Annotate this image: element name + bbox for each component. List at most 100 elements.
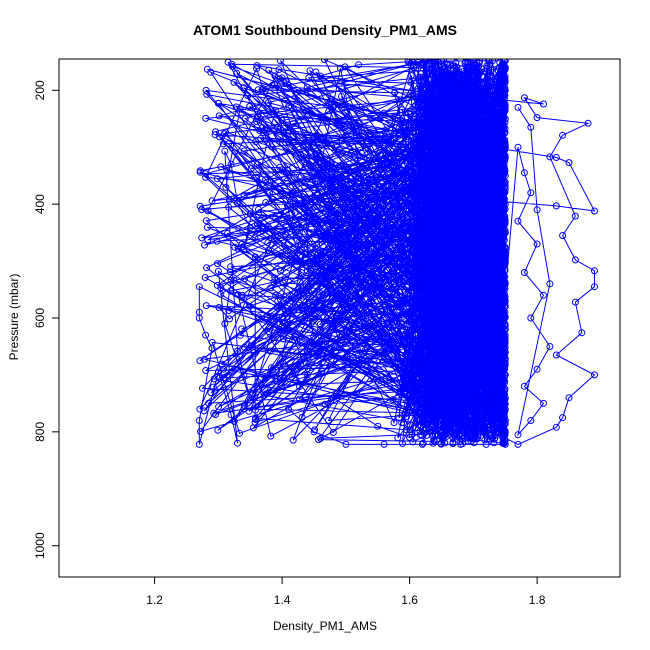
data-point bbox=[429, 391, 437, 399]
data-point bbox=[289, 120, 297, 128]
data-point bbox=[456, 437, 464, 445]
data-point bbox=[355, 360, 363, 367]
data-point bbox=[446, 338, 454, 346]
data-point bbox=[447, 75, 455, 83]
data-point bbox=[454, 338, 462, 345]
data-point bbox=[295, 395, 303, 403]
data-point bbox=[408, 409, 416, 417]
data-point bbox=[479, 377, 487, 385]
data-point bbox=[464, 376, 472, 384]
data-point bbox=[394, 434, 402, 442]
data-point bbox=[304, 209, 312, 217]
data-point bbox=[448, 207, 456, 215]
data-point bbox=[327, 258, 335, 266]
data-point bbox=[473, 395, 480, 403]
data-point bbox=[432, 358, 440, 366]
data-point bbox=[514, 440, 522, 448]
data-point bbox=[429, 421, 437, 429]
data-point bbox=[203, 90, 211, 98]
data-point bbox=[466, 126, 474, 134]
data-point bbox=[296, 383, 303, 390]
data-point bbox=[501, 419, 509, 427]
data-point bbox=[495, 169, 503, 177]
data-point bbox=[499, 396, 507, 404]
data-point bbox=[552, 202, 560, 210]
data-point bbox=[208, 197, 216, 205]
data-point bbox=[455, 223, 463, 231]
data-point bbox=[475, 59, 483, 67]
data-point bbox=[268, 195, 276, 203]
data-point bbox=[474, 349, 482, 357]
data-point bbox=[418, 193, 426, 201]
data-point bbox=[432, 304, 440, 312]
data-point bbox=[441, 370, 449, 378]
data-point bbox=[440, 199, 448, 207]
data-point bbox=[417, 143, 425, 151]
data-point bbox=[257, 135, 265, 142]
data-point bbox=[246, 224, 254, 231]
data-point bbox=[240, 343, 248, 351]
data-point bbox=[421, 156, 429, 164]
data-point bbox=[463, 428, 471, 436]
data-point bbox=[514, 143, 522, 151]
data-point bbox=[201, 274, 209, 281]
data-point bbox=[342, 440, 350, 448]
data-point bbox=[435, 341, 443, 349]
data-point bbox=[433, 164, 441, 172]
data-point bbox=[421, 214, 429, 222]
data-point bbox=[441, 273, 449, 281]
data-point bbox=[424, 394, 432, 402]
data-point bbox=[316, 72, 324, 80]
data-point bbox=[497, 129, 505, 137]
data-point bbox=[488, 222, 496, 230]
data-point bbox=[310, 332, 318, 340]
data-point bbox=[487, 148, 495, 156]
data-point bbox=[421, 112, 429, 120]
data-point bbox=[500, 80, 508, 88]
data-point bbox=[500, 105, 508, 113]
data-point bbox=[286, 307, 294, 315]
data-point bbox=[448, 416, 456, 424]
data-point bbox=[245, 407, 253, 415]
data-point bbox=[488, 363, 496, 371]
data-point bbox=[421, 294, 429, 302]
data-point bbox=[501, 253, 509, 261]
data-point bbox=[274, 304, 281, 312]
data-point bbox=[449, 90, 457, 98]
data-point bbox=[469, 59, 477, 65]
data-point bbox=[443, 60, 451, 68]
data-point bbox=[211, 131, 219, 139]
data-point bbox=[225, 307, 233, 314]
data-point bbox=[253, 118, 261, 126]
data-point bbox=[303, 267, 311, 275]
data-point bbox=[404, 347, 412, 354]
data-point bbox=[501, 205, 509, 213]
data-point bbox=[262, 199, 270, 206]
data-point bbox=[430, 437, 438, 445]
data-point bbox=[483, 399, 491, 407]
data-point bbox=[338, 77, 346, 85]
data-point bbox=[267, 284, 275, 292]
data-point bbox=[462, 109, 470, 117]
data-point bbox=[540, 291, 547, 299]
data-point bbox=[426, 353, 433, 360]
data-point bbox=[474, 209, 482, 217]
data-point bbox=[565, 394, 573, 402]
data-point bbox=[313, 172, 321, 180]
data-point bbox=[418, 81, 426, 89]
data-point bbox=[397, 116, 405, 124]
data-point bbox=[479, 387, 487, 395]
data-point bbox=[220, 365, 227, 373]
data-point bbox=[559, 414, 567, 422]
data-point bbox=[467, 287, 475, 295]
data-point bbox=[452, 305, 460, 313]
data-point bbox=[434, 128, 441, 136]
data-point bbox=[480, 394, 488, 402]
data-point bbox=[457, 337, 465, 345]
data-point bbox=[461, 59, 469, 67]
data-point bbox=[296, 151, 304, 159]
data-point bbox=[201, 241, 208, 249]
data-point bbox=[449, 206, 457, 214]
data-point bbox=[312, 152, 320, 160]
data-point bbox=[297, 257, 305, 265]
